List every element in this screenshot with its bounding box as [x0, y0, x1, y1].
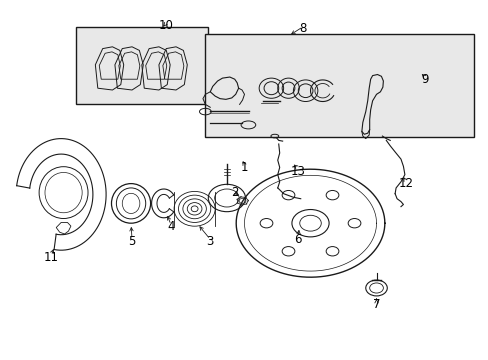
Text: 2: 2: [230, 186, 238, 199]
Text: 8: 8: [299, 22, 306, 35]
Text: 13: 13: [290, 165, 305, 177]
Text: 10: 10: [159, 19, 173, 32]
Text: 12: 12: [398, 177, 412, 190]
Text: 4: 4: [167, 220, 175, 233]
Text: 9: 9: [421, 73, 428, 86]
Text: 6: 6: [294, 233, 302, 246]
Text: 5: 5: [128, 235, 136, 248]
Text: 1: 1: [240, 161, 248, 174]
Text: 3: 3: [206, 235, 214, 248]
Bar: [76, 27, 207, 104]
Bar: [205, 34, 473, 137]
Text: 11: 11: [44, 251, 59, 264]
Text: 7: 7: [372, 298, 380, 311]
